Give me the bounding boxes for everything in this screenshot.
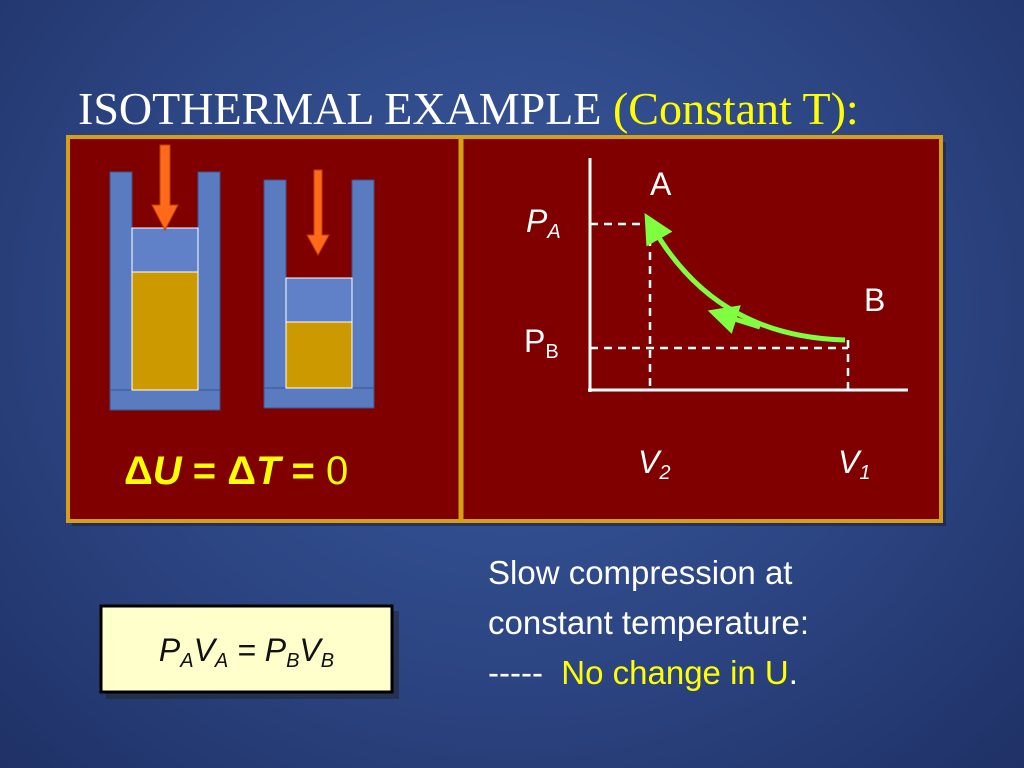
axis-label: PA	[526, 203, 561, 242]
description-line: constant temperature:	[488, 604, 810, 641]
cylinder-small	[263, 169, 375, 409]
axis-label: V2	[638, 444, 670, 483]
title-highlight: (Constant T):	[612, 83, 859, 134]
pv-graph	[588, 158, 908, 392]
period: .	[788, 654, 798, 691]
title-main: ISOTHERMAL EXAMPLE	[78, 83, 602, 134]
formula-part: =	[228, 632, 265, 668]
label-base: V	[838, 444, 860, 480]
axis-label: V1	[838, 444, 870, 483]
label-sub: 2	[659, 462, 671, 484]
cylinder-large	[109, 144, 221, 411]
point-label: A	[650, 166, 672, 202]
formula-box	[99, 604, 394, 694]
description-line: Slow compression at	[488, 554, 793, 591]
formula-part: A	[180, 650, 194, 672]
label-sub: 1	[859, 462, 871, 484]
point-label: B	[864, 282, 886, 318]
eq-part: U	[152, 449, 182, 493]
label-base: P	[524, 323, 546, 359]
label-base: P	[526, 203, 548, 239]
eq-part: =	[280, 449, 327, 493]
axis-label: PB	[524, 323, 559, 362]
label-sub: B	[545, 341, 559, 363]
formula-part: P	[264, 632, 287, 668]
eq-part: =	[181, 449, 228, 493]
formula-part: A	[214, 650, 229, 672]
formula-part: B	[286, 650, 300, 672]
description-line: ----- No change in U.	[488, 656, 798, 689]
eq-part: 0	[326, 449, 349, 493]
label-base: V	[638, 444, 660, 480]
highlight: No change in U	[561, 654, 789, 691]
label-sub: A	[547, 221, 561, 243]
formula-part: V	[193, 632, 215, 668]
eq-part: Δ	[227, 449, 256, 493]
formula-part: B	[320, 650, 335, 672]
equation: ΔU = ΔT = 0	[124, 451, 348, 491]
title: ISOTHERMAL EXAMPLE (Constant T):	[78, 86, 859, 132]
dashes: -----	[488, 654, 543, 691]
formula: PAVA = PBVB	[100, 632, 393, 671]
eq-part: T	[255, 449, 281, 493]
formula-part: V	[299, 632, 321, 668]
formula-part: P	[158, 632, 181, 668]
eq-part: Δ	[124, 449, 153, 493]
